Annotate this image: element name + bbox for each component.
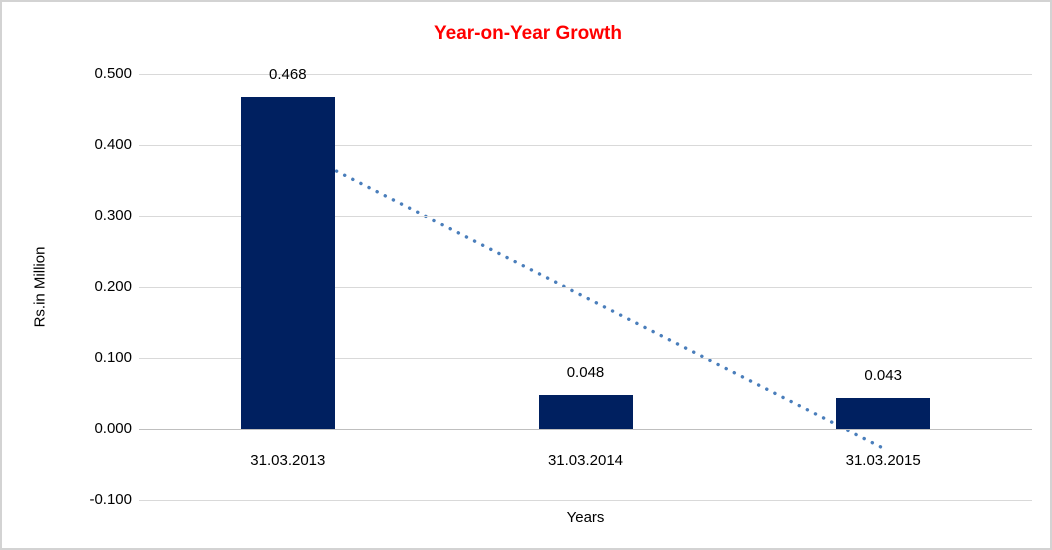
y-tick-label: -0.100: [89, 491, 132, 508]
y-tick-label: 0.300: [94, 207, 132, 224]
x-category-label: 31.03.2013: [250, 452, 326, 469]
y-tick-label: 0.000: [94, 420, 132, 437]
chart-title: Year-on-Year Growth: [434, 23, 622, 44]
y-tick-label: 0.400: [94, 136, 132, 153]
gridline: [139, 74, 1032, 75]
gridline: [139, 216, 1032, 217]
gridline: [139, 500, 1032, 501]
y-tick-label: 0.200: [94, 278, 132, 295]
x-axis-line: [139, 429, 1032, 430]
gridline: [139, 287, 1032, 288]
x-category-label: 31.03.2014: [547, 452, 624, 469]
y-tick-label: 0.100: [94, 349, 132, 366]
bar-data-label: 0.048: [566, 363, 605, 381]
gridline: [139, 145, 1032, 146]
x-category-label: 31.03.2015: [845, 452, 921, 469]
bar-31.03.2014: [538, 394, 633, 429]
bar-31.03.2013: [240, 96, 335, 429]
x-axis-title: Years: [566, 509, 605, 526]
bar-31.03.2015: [836, 398, 931, 429]
gridline: [139, 358, 1032, 359]
bar-data-label: 0.468: [269, 65, 307, 83]
bar-data-label: 0.043: [864, 367, 902, 385]
y-tick-label: 0.500: [94, 65, 132, 82]
